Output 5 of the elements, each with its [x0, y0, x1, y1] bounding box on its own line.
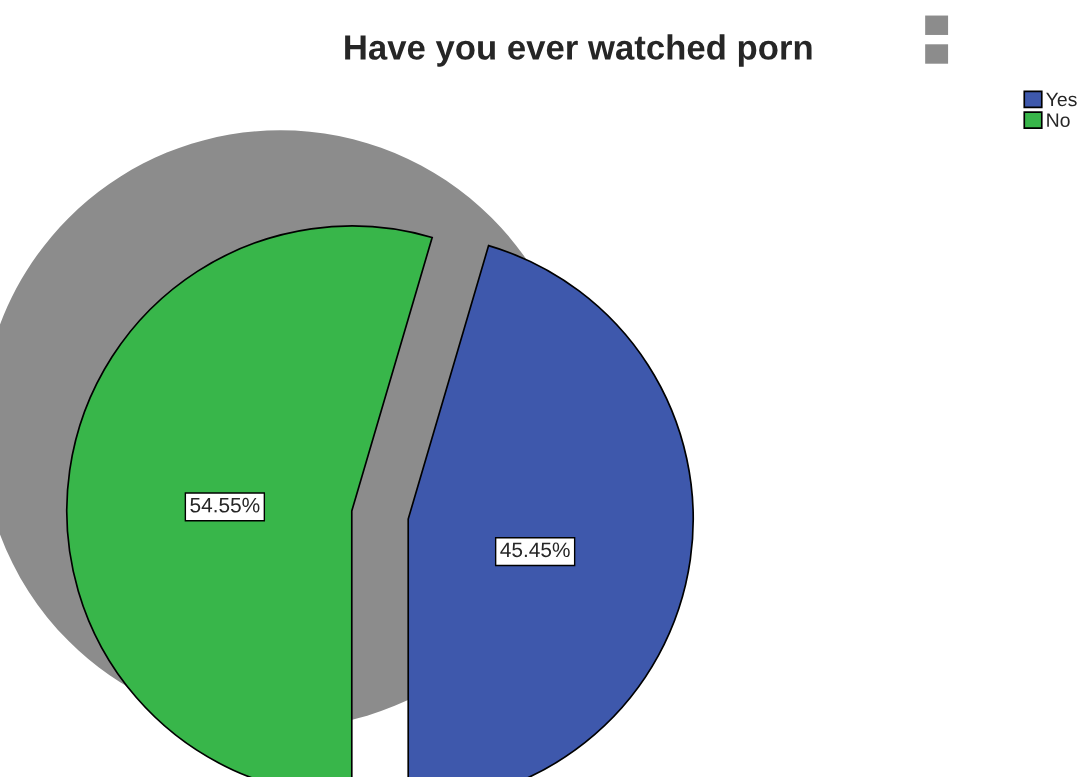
legend-label: Yes — [1046, 92, 1077, 107]
legend-label: No — [1047, 113, 1070, 128]
data-label: 54.55% — [190, 497, 260, 513]
chart-title: Have you ever watched porn — [345, 34, 812, 67]
data-label: 45.45% — [500, 542, 570, 558]
